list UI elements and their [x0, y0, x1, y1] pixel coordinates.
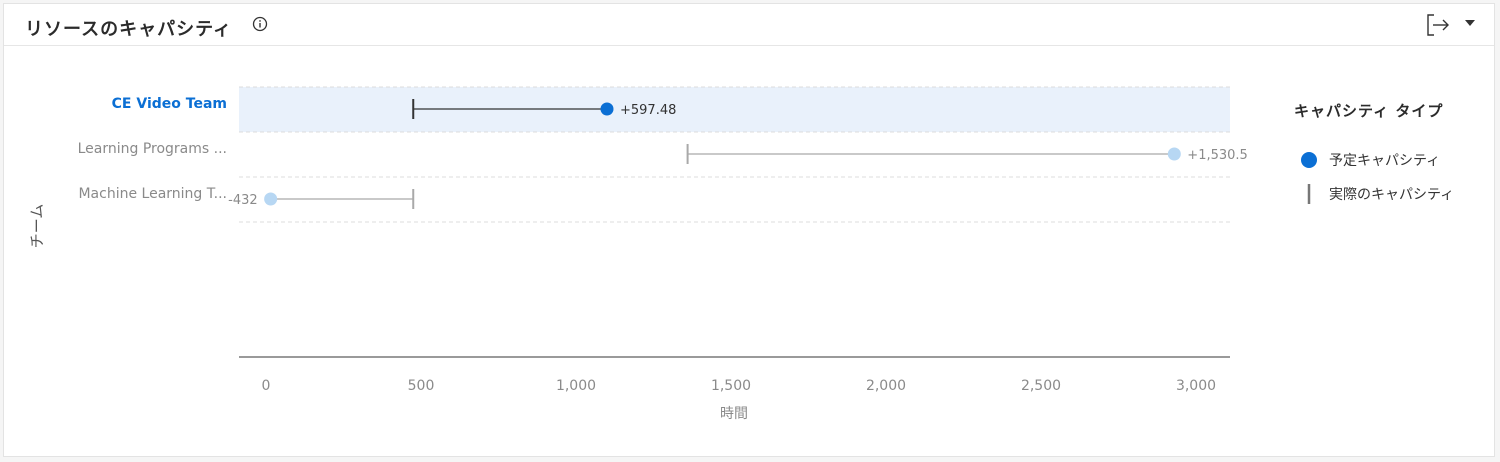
- x-axis-label: 時間: [720, 406, 748, 422]
- bar-icon: [1307, 184, 1311, 204]
- legend-label-actual: 実際のキャパシティ: [1329, 187, 1455, 203]
- export-icon[interactable]: [1425, 13, 1451, 37]
- planned-capacity-point[interactable]: [264, 192, 278, 206]
- legend-label-planned: 予定キャパシティ: [1329, 153, 1441, 169]
- selected-row-band: [239, 87, 1230, 132]
- capacity-chart: 0 500 1,000 1,500 2,000 2,500 3,000 時間 チーム CE Vid…: [28, 86, 1248, 422]
- info-icon[interactable]: [252, 16, 268, 32]
- x-tick-label: 3,000: [1176, 378, 1216, 394]
- planned-capacity-point[interactable]: [600, 102, 614, 116]
- y-axis-label: チーム: [28, 204, 46, 249]
- x-tick-label: 500: [408, 378, 435, 394]
- widget-header: リソースのキャパシティ: [4, 4, 1494, 46]
- category-label[interactable]: Learning Programs ...: [78, 141, 227, 157]
- x-tick-label: 0: [262, 378, 271, 394]
- chevron-down-icon[interactable]: [1463, 16, 1477, 30]
- resource-capacity-widget: リソースのキャパシティ 0 500 1,000 1,500 2,000 2,500 3,00…: [3, 3, 1495, 457]
- legend-title: キャパシティ タイプ: [1294, 102, 1444, 120]
- legend-item-actual[interactable]: 実際のキャパシティ: [1294, 181, 1494, 215]
- x-tick-label: 1,500: [711, 378, 751, 394]
- difference-label: -432: [228, 193, 258, 208]
- x-tick-label: 2,500: [1021, 378, 1061, 394]
- legend-item-planned[interactable]: 予定キャパシティ: [1294, 147, 1494, 181]
- dot-icon: [1301, 152, 1317, 168]
- x-tick-label: 2,000: [866, 378, 906, 394]
- difference-label: +1,530.5: [1187, 148, 1248, 163]
- category-label[interactable]: CE Video Team: [112, 96, 227, 112]
- planned-capacity-point[interactable]: [1167, 147, 1181, 161]
- difference-label: +597.48: [620, 103, 676, 118]
- chart-legend: キャパシティ タイプ 予定キャパシティ 実際のキャパシティ: [1294, 100, 1494, 215]
- x-tick-label: 1,000: [556, 378, 596, 394]
- category-label[interactable]: Machine Learning T...: [78, 186, 227, 202]
- widget-title: リソースのキャパシティ: [25, 19, 233, 40]
